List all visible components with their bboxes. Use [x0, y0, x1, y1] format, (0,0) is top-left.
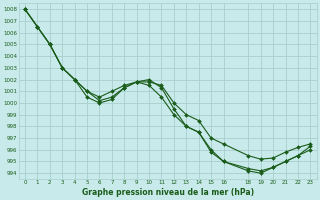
X-axis label: Graphe pression niveau de la mer (hPa): Graphe pression niveau de la mer (hPa) [82, 188, 254, 197]
